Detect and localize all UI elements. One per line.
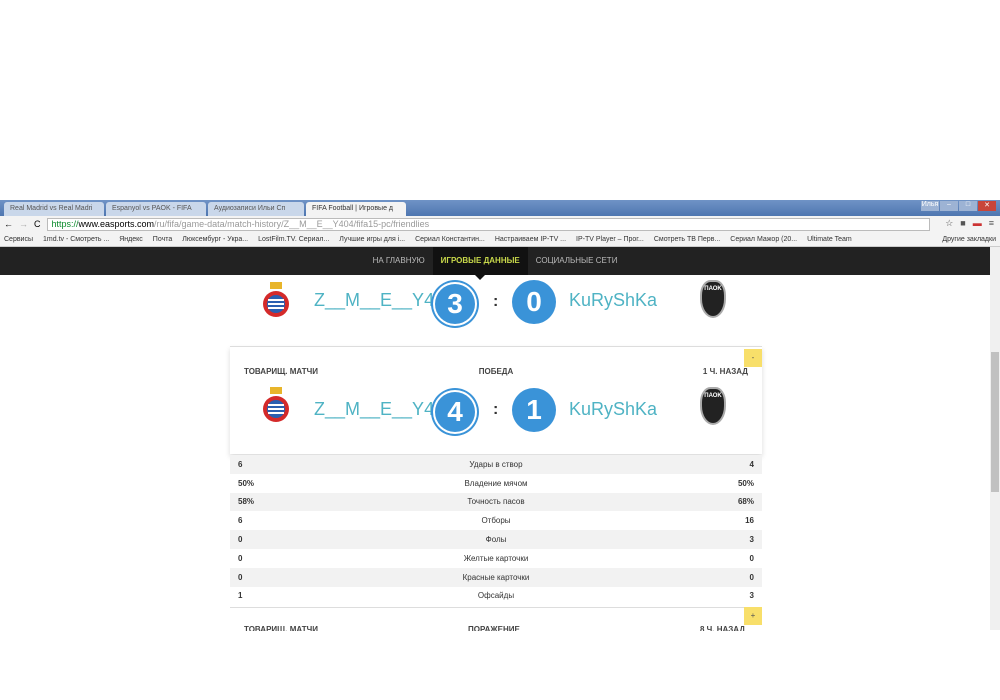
stat-row: 6 Удары в створ 4 — [230, 455, 762, 474]
tab[interactable]: Аудиозаписи Ильи Сп — [208, 202, 304, 216]
stat-away-value: 50% — [737, 478, 754, 488]
espanyol-logo — [263, 387, 289, 422]
bookmark[interactable]: Сериал Константин... — [415, 235, 485, 243]
stat-row: 1 Офсайды 3 — [230, 587, 762, 606]
menu-icon[interactable]: ≡ — [988, 218, 994, 228]
site-nav: НА ГЛАВНУЮ ИГРОВЫЕ ДАННЫЕ СОЦИАЛЬНЫЕ СЕТ… — [0, 247, 990, 280]
stat-row: 0 Фолы 3 — [230, 530, 762, 549]
bookmark[interactable]: IP-TV Player – Прог... — [576, 235, 644, 243]
bookmark[interactable]: Настраиваем IP-TV ... — [494, 235, 567, 243]
bookmark[interactable]: Сервисы — [4, 235, 34, 243]
bookmark[interactable]: Ultimate Team — [807, 235, 852, 243]
match-type: ТОВАРИЩ. МАТЧИ — [244, 367, 319, 376]
tab-bar: Real Madrid vs Real Madri Espanyol vs PA… — [0, 200, 1000, 216]
bookmark[interactable]: Лучшие игры для і... — [339, 235, 406, 243]
stat-home-value: 6 — [238, 459, 243, 469]
bookmark[interactable]: 1md.tv - Смотреть ... — [43, 235, 110, 243]
match-time: 8 Ч. НАЗАД — [700, 626, 746, 631]
stat-away-value: 68% — [737, 497, 754, 507]
paok-logo: ΠΑΟΚ — [700, 387, 726, 425]
away-player-name[interactable]: KuRyShKa — [569, 399, 658, 419]
stat-home-value: 1 — [238, 591, 243, 601]
stat-label: Красные карточки — [462, 572, 530, 582]
score-separator: : — [493, 293, 499, 310]
stat-label: Удары в створ — [469, 459, 523, 469]
tab[interactable]: Espanyol vs PAOK - FIFA — [106, 202, 206, 216]
stat-row: 0 Желтые карточки 0 — [230, 549, 762, 568]
home-player-name[interactable]: Z__M__E__Y404 — [314, 290, 455, 310]
stat-away-value: 3 — [749, 591, 754, 601]
tab-active[interactable]: FIFA Football | Игровые д — [306, 202, 406, 216]
stat-home-value: 0 — [238, 553, 243, 563]
nav-social[interactable]: СОЦИАЛЬНЫЕ СЕТИ — [535, 256, 618, 265]
bookmarks-bar: Сервисы 1md.tv - Смотреть ... Яндекс Поч… — [0, 232, 1000, 247]
away-player-name[interactable]: KuRyShKa — [569, 290, 658, 310]
address-bar-row: ← → C https://www.easports.com/ru/fifa/gam… — [0, 216, 1000, 232]
divider — [230, 607, 762, 608]
stat-label: Отборы — [481, 516, 511, 526]
match-summary: Z__M__E__Y404 3 : 0 KuRyShKa ΠΑΟΚ — [230, 272, 762, 332]
minimize-button[interactable]: – — [940, 201, 958, 211]
star-icon[interactable]: ☆ — [945, 218, 954, 228]
stat-label: Владение мячом — [464, 478, 528, 488]
stat-label: Офсайды — [477, 591, 515, 601]
expand-button[interactable]: + — [744, 607, 762, 625]
stat-row: 58% Точность пасов 68% — [230, 492, 762, 512]
collapse-button[interactable]: - — [744, 349, 762, 367]
match-result: ПОРАЖЕНИЕ — [468, 626, 520, 631]
match-stats-table: 6 Удары в створ 4 50% Владение мячом 50% 58% То… — [230, 455, 762, 605]
maximize-button[interactable]: □ — [959, 201, 977, 211]
match-card: - ТОВАРИЩ. МАТЧИ ПОБЕДА 1 Ч. НАЗАД Z__M_… — [230, 346, 762, 454]
browser-chrome: Real Madrid vs Real Madri Espanyol vs PA… — [0, 200, 1000, 247]
bookmark[interactable]: Люксембург - Укра... — [182, 235, 249, 243]
stat-row: 50% Владение мячом 50% — [230, 474, 762, 493]
reload-icon[interactable]: C — [34, 219, 41, 229]
stat-row: 0 Красные карточки 0 — [230, 567, 762, 587]
scrollbar-thumb[interactable] — [991, 352, 999, 492]
espanyol-logo — [263, 282, 289, 317]
match-time: 1 Ч. НАЗАД — [702, 367, 748, 376]
score-separator: : — [493, 401, 499, 418]
flag-icon[interactable]: ▬ — [972, 218, 982, 228]
bookmark[interactable]: Яндекс — [119, 235, 143, 243]
stat-row: 6 Отборы 16 — [230, 511, 762, 530]
tab[interactable]: Real Madrid vs Real Madri — [4, 202, 104, 216]
stat-away-value: 4 — [749, 459, 754, 469]
away-score: 1 — [512, 388, 556, 432]
extension-icon[interactable]: ■ — [960, 218, 966, 228]
bookmark[interactable]: LostFilm.TV. Сериал... — [258, 235, 330, 243]
stat-home-value: 6 — [238, 516, 243, 526]
close-button[interactable]: ✕ — [978, 201, 996, 211]
stat-home-value: 0 — [238, 572, 243, 582]
other-bookmarks[interactable]: Другие закладки — [942, 235, 996, 243]
stat-label: Фолы — [485, 535, 507, 545]
forward-icon[interactable]: → — [19, 219, 28, 229]
stat-away-value: 0 — [749, 572, 754, 582]
stat-label: Точность пасов — [467, 497, 525, 507]
match-result: ПОБЕДА — [478, 367, 514, 376]
bookmark[interactable]: Сериал Мажор (20... — [730, 235, 798, 243]
bookmark[interactable]: Почта — [152, 235, 173, 243]
stat-away-value: 16 — [745, 516, 754, 526]
stat-home-value: 50% — [238, 478, 255, 488]
paok-logo: ΠΑΟΚ — [700, 280, 726, 318]
stat-home-value: 0 — [238, 535, 243, 545]
home-score: 3 — [435, 284, 475, 324]
user-badge[interactable]: Илья — [921, 201, 939, 211]
url-input[interactable]: https://www.easports.com/ru/fifa/game-da… — [46, 217, 930, 231]
stat-away-value: 0 — [749, 553, 754, 563]
stat-home-value: 58% — [238, 497, 255, 507]
away-score: 0 — [512, 280, 556, 324]
bookmark[interactable]: Смотреть ТВ Перв... — [653, 235, 721, 243]
nav-game-data[interactable]: ИГРОВЫЕ ДАННЫЕ — [432, 247, 528, 280]
match-type: ТОВАРИЩ. МАТЧИ — [244, 626, 319, 631]
stat-away-value: 3 — [749, 535, 754, 545]
scrollbar[interactable] — [990, 247, 1000, 630]
nav-home[interactable]: НА ГЛАВНУЮ — [372, 256, 425, 265]
stat-label: Желтые карточки — [463, 553, 529, 563]
back-icon[interactable]: ← — [4, 219, 13, 229]
window-controls: Илья – □ ✕ — [921, 201, 996, 211]
home-player-name[interactable]: Z__M__E__Y404 — [314, 399, 455, 419]
home-score: 4 — [435, 392, 475, 432]
